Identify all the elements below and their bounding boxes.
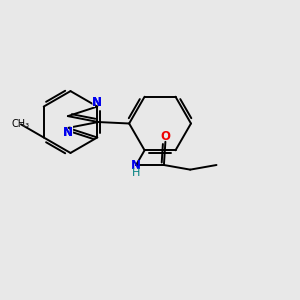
Text: N: N [92,96,102,109]
Text: H: H [132,168,140,178]
Text: N: N [91,95,104,110]
Text: O: O [160,130,170,143]
Text: N: N [62,125,74,140]
Text: CH₃: CH₃ [12,119,30,129]
Text: N: N [131,158,141,172]
Text: N: N [92,96,102,109]
Text: N: N [63,126,73,139]
Text: CH₃: CH₃ [12,119,30,129]
Text: N: N [63,126,73,139]
